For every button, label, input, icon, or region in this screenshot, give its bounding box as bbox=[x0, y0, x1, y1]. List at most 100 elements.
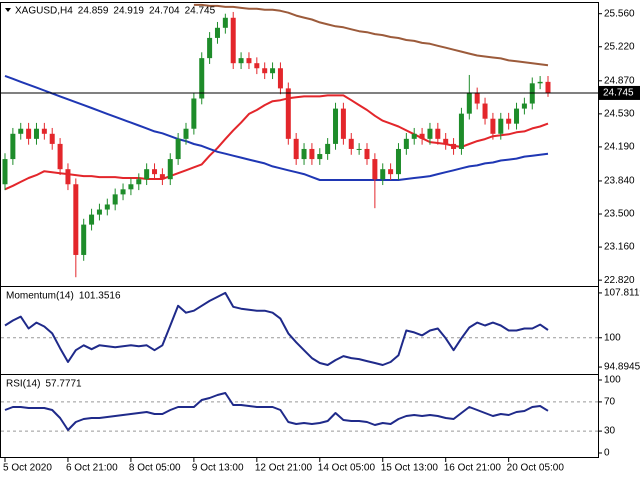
candle-body bbox=[246, 58, 252, 64]
candle-body bbox=[57, 143, 63, 170]
candle-body bbox=[498, 118, 504, 134]
y-tick-label: 23.160 bbox=[604, 242, 635, 253]
candle-body bbox=[73, 184, 79, 255]
candle-body bbox=[435, 128, 441, 139]
candle-body bbox=[427, 128, 433, 139]
chart-title: XAGUSD,H4 bbox=[15, 6, 73, 17]
candle-body bbox=[482, 103, 488, 119]
candle-body bbox=[175, 138, 181, 160]
candle-body bbox=[33, 128, 39, 139]
y-tick-label: 107.8119 bbox=[604, 288, 640, 299]
panel-plot bbox=[1, 291, 598, 366]
panel-plot bbox=[1, 392, 598, 432]
candle-body bbox=[395, 148, 401, 175]
indicator-value: 57.7771 bbox=[45, 379, 82, 390]
plot-frame bbox=[0, 2, 599, 458]
candle-body bbox=[152, 169, 158, 175]
candle-body bbox=[388, 169, 394, 175]
x-tick-label: 6 Oct 21:00 bbox=[66, 463, 118, 474]
y-tick-label: 70 bbox=[604, 397, 616, 408]
y-tick-label: 100 bbox=[604, 375, 621, 386]
x-tick-label: 5 Oct 2020 bbox=[3, 463, 52, 474]
candle-body bbox=[356, 148, 362, 150]
candle-body bbox=[128, 184, 134, 190]
indicator-value: 101.3516 bbox=[79, 291, 121, 302]
candle-body bbox=[277, 68, 283, 89]
header-close: 24.745 bbox=[185, 6, 216, 17]
candle-body bbox=[506, 118, 512, 124]
candle-body bbox=[136, 179, 142, 185]
x-tick-label: 8 Oct 05:00 bbox=[129, 463, 181, 474]
y-tick-label: 25.560 bbox=[604, 8, 635, 19]
candle-body bbox=[309, 148, 315, 160]
candle-body bbox=[372, 159, 378, 180]
candle-body bbox=[451, 143, 457, 149]
candle-body bbox=[545, 81, 551, 93]
x-tick-label: 9 Oct 13:00 bbox=[192, 463, 244, 474]
y-tick-label: 0 bbox=[604, 448, 610, 459]
indicator-line bbox=[4, 291, 549, 366]
candle-body bbox=[443, 138, 449, 144]
last-price-box bbox=[599, 85, 640, 100]
candle-body bbox=[317, 154, 323, 160]
y-tick-label: 23.840 bbox=[604, 176, 635, 187]
candle-body bbox=[537, 81, 543, 84]
candle-body bbox=[285, 88, 291, 139]
x-tick-label: 16 Oct 21:00 bbox=[444, 463, 502, 474]
candle-body bbox=[380, 169, 386, 180]
candle-body bbox=[81, 224, 87, 255]
candle-body bbox=[18, 128, 24, 134]
candle-body bbox=[348, 138, 354, 149]
y-tick-label: 23.500 bbox=[604, 209, 635, 220]
y-tick-label: 24.530 bbox=[604, 108, 635, 119]
candle-body bbox=[238, 58, 244, 64]
candle-body bbox=[419, 133, 425, 139]
candle-body bbox=[340, 108, 346, 139]
candle-body bbox=[144, 169, 150, 180]
candle-body bbox=[96, 209, 102, 215]
indicator-line bbox=[4, 392, 549, 431]
y-tick-label: 100 bbox=[604, 332, 621, 343]
moving-average-line bbox=[4, 94, 549, 191]
candle-body bbox=[207, 37, 213, 59]
candle-body bbox=[514, 108, 520, 124]
y-tick-label: 24.870 bbox=[604, 75, 635, 86]
candle-body bbox=[490, 118, 496, 134]
last-price-label: 24.745 bbox=[603, 88, 634, 99]
candle-body bbox=[26, 128, 32, 139]
candle-body bbox=[214, 27, 220, 38]
candle-body bbox=[65, 169, 71, 185]
candle-body bbox=[403, 138, 409, 149]
header-low: 24.704 bbox=[149, 6, 180, 17]
header-open: 24.859 bbox=[78, 6, 109, 17]
candle-body bbox=[262, 68, 268, 74]
candle-body bbox=[458, 113, 464, 149]
candle-body bbox=[270, 68, 276, 74]
candle-body bbox=[521, 103, 527, 109]
indicator-title: RSI(14) bbox=[6, 379, 40, 390]
candle-body bbox=[364, 148, 370, 160]
panel-plot bbox=[2, 3, 551, 278]
candle-body bbox=[411, 133, 417, 139]
candle-body bbox=[230, 17, 236, 64]
candle-body bbox=[254, 63, 260, 69]
candle-body bbox=[183, 128, 189, 139]
y-tick-label: 22.820 bbox=[604, 275, 635, 286]
candle-body bbox=[293, 138, 299, 160]
candle-body bbox=[301, 148, 307, 160]
y-tick-label: 24.190 bbox=[604, 142, 635, 153]
candle-body bbox=[333, 108, 339, 144]
moving-average-line bbox=[193, 3, 549, 67]
candle-body bbox=[191, 98, 197, 129]
candle-body bbox=[49, 133, 55, 144]
candle-body bbox=[466, 93, 472, 114]
candle-body bbox=[112, 194, 118, 205]
candle-body bbox=[199, 58, 205, 99]
x-tick-label: 20 Oct 05:00 bbox=[507, 463, 565, 474]
candle-body bbox=[325, 143, 331, 155]
y-tick-label: 94.8945 bbox=[604, 362, 640, 373]
candle-body bbox=[89, 214, 95, 225]
candle-body bbox=[222, 17, 228, 28]
